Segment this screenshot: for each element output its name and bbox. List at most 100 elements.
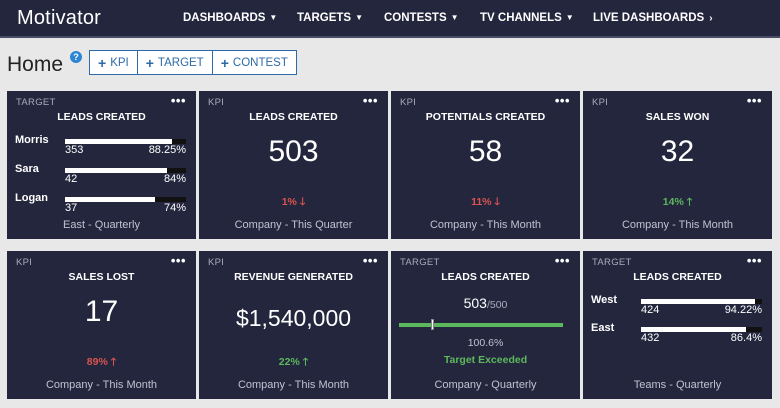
kpi-change-value: 22% [278, 356, 300, 368]
row-percent: 74% [163, 202, 186, 214]
card-menu-icon[interactable]: ••• [362, 93, 378, 108]
card-title: SALES WON [645, 111, 710, 123]
card-menu-icon[interactable]: ••• [170, 253, 186, 268]
card-footer: Company - This Month [621, 219, 734, 231]
card-type: KPI [400, 97, 417, 108]
card-menu-icon[interactable]: ••• [170, 93, 186, 108]
row-value: 353 [65, 144, 84, 156]
card-menu-icon[interactable]: ••• [362, 253, 378, 268]
kpi-value: 17 [84, 295, 119, 328]
card-title: LEADS CREATED [249, 111, 338, 123]
row-percent: 94.22% [724, 304, 762, 316]
card-type: TARGET [400, 257, 440, 268]
card-title: LEADS CREATED [57, 111, 146, 123]
card-footer: East - Quarterly [62, 219, 141, 231]
card-footer: Company - This Quarter [234, 219, 353, 231]
card-kpi-sales-won[interactable]: KPI ••• SALES WON 32 14% 🡑 Company - Thi… [583, 91, 772, 239]
row-value: 424 [641, 304, 660, 316]
card-type: KPI [208, 257, 225, 268]
add-button-group: + KPI + TARGET + CONTEST [89, 50, 297, 75]
nav-dashboards[interactable]: DASHBOARDS ▼ [183, 12, 277, 24]
kpi-value: 58 [468, 135, 503, 168]
progress-bar [65, 197, 186, 202]
card-kpi-leads-created[interactable]: KPI ••• LEADS CREATED 503 1% 🡓 Company -… [199, 91, 388, 239]
target-row: Sara 42 84% [7, 163, 196, 193]
progress-bar [65, 139, 186, 144]
progress-fill [641, 327, 746, 332]
card-type: TARGET [592, 257, 632, 268]
card-footer: Company - Quarterly [434, 379, 537, 391]
card-title: SALES LOST [68, 271, 135, 283]
card-type: KPI [208, 97, 225, 108]
kpi-change-value: 1% [281, 196, 297, 208]
card-menu-icon[interactable]: ••• [746, 253, 762, 268]
progress-fill [65, 197, 155, 202]
target-goal: /500 [486, 299, 508, 311]
kpi-change: 89% 🡑 [7, 354, 196, 372]
target-row: East 432 86.4% [583, 322, 772, 352]
card-title: POTENTIALS CREATED [425, 111, 546, 123]
progress-fill [641, 299, 755, 304]
target-current: 503 [463, 295, 487, 311]
add-contest-button[interactable]: + CONTEST [213, 51, 296, 74]
row-value: 37 [65, 202, 78, 214]
card-menu-icon[interactable]: ••• [746, 93, 762, 108]
card-title: LEADS CREATED [633, 271, 722, 283]
chevron-right-icon: › [709, 13, 713, 24]
kpi-value: $1,540,000 [235, 305, 352, 331]
arrow-up-icon: 🡑 [686, 196, 693, 208]
target-row: Morris 353 88.25% [7, 134, 196, 164]
nav-tv-channels[interactable]: TV CHANNELS ▼ [480, 12, 574, 24]
add-kpi-label: KPI [110, 56, 129, 69]
card-footer: Company - This Month [237, 379, 350, 391]
brand-logo[interactable]: Motivator [17, 7, 102, 29]
kpi-change-value: 11% [471, 196, 492, 208]
progress-fill [65, 168, 167, 173]
row-name: East [591, 322, 615, 334]
card-footer: Company - This Month [45, 379, 158, 391]
card-kpi-potentials-created[interactable]: KPI ••• POTENTIALS CREATED 58 11% 🡓 Comp… [391, 91, 580, 239]
row-value: 432 [641, 332, 660, 344]
caret-down-icon: ▼ [565, 13, 574, 22]
target-ratio: 503/500 [391, 295, 580, 311]
help-icon[interactable]: ? [70, 51, 82, 63]
row-name: Sara [15, 163, 39, 175]
plus-icon: + [220, 54, 229, 71]
top-nav: Motivator DASHBOARDS ▼ TARGETS ▼ CONTESTS ▼… [0, 0, 780, 38]
plus-icon: + [145, 54, 154, 71]
card-menu-icon[interactable]: ••• [554, 253, 570, 268]
plus-icon: + [98, 54, 107, 71]
card-kpi-revenue-generated[interactable]: KPI ••• REVENUE GENERATED $1,540,000 22%… [199, 251, 388, 399]
card-target-leads-east[interactable]: TARGET ••• LEADS CREATED Morris 353 88.2… [7, 91, 196, 239]
nav-live-dashboards[interactable]: LIVE DASHBOARDS › [593, 12, 713, 24]
card-menu-icon[interactable]: ••• [554, 93, 570, 108]
arrow-down-icon: 🡓 [299, 196, 306, 208]
card-target-leads-teams[interactable]: TARGET ••• LEADS CREATED West 424 94.22%… [583, 251, 772, 399]
target-progress-percent: 100.6% [467, 337, 504, 349]
nav-contests[interactable]: CONTESTS ▼ [384, 12, 459, 24]
card-title: LEADS CREATED [441, 271, 530, 283]
row-name: Logan [15, 192, 48, 204]
card-type: TARGET [16, 97, 56, 108]
card-footer: Teams - Quarterly [633, 379, 722, 391]
kpi-change-value: 89% [86, 356, 108, 368]
card-target-leads-company[interactable]: TARGET ••• LEADS CREATED 503/500 100.6% … [391, 251, 580, 399]
nav-live-dashboards-label: LIVE DASHBOARDS [593, 12, 705, 24]
target-row: Logan 37 74% [7, 192, 196, 222]
row-value: 42 [65, 173, 78, 185]
nav-targets-label: TARGETS [297, 12, 352, 24]
card-kpi-sales-lost[interactable]: KPI ••• SALES LOST 17 89% 🡑 Company - Th… [7, 251, 196, 399]
add-target-button[interactable]: + TARGET [138, 51, 213, 74]
row-name: Morris [15, 134, 49, 146]
kpi-change: 11% 🡓 [391, 194, 580, 212]
nav-targets[interactable]: TARGETS ▼ [297, 12, 363, 24]
nav-dashboards-label: DASHBOARDS [183, 12, 266, 24]
caret-down-icon: ▼ [269, 13, 278, 22]
kpi-value: 32 [660, 135, 695, 168]
row-name: West [591, 294, 618, 306]
arrow-up-icon: 🡑 [302, 356, 309, 368]
nav-contests-label: CONTESTS [384, 12, 447, 24]
add-kpi-button[interactable]: + KPI [90, 51, 138, 74]
row-percent: 88.25% [148, 144, 186, 156]
card-title: REVENUE GENERATED [234, 271, 353, 283]
